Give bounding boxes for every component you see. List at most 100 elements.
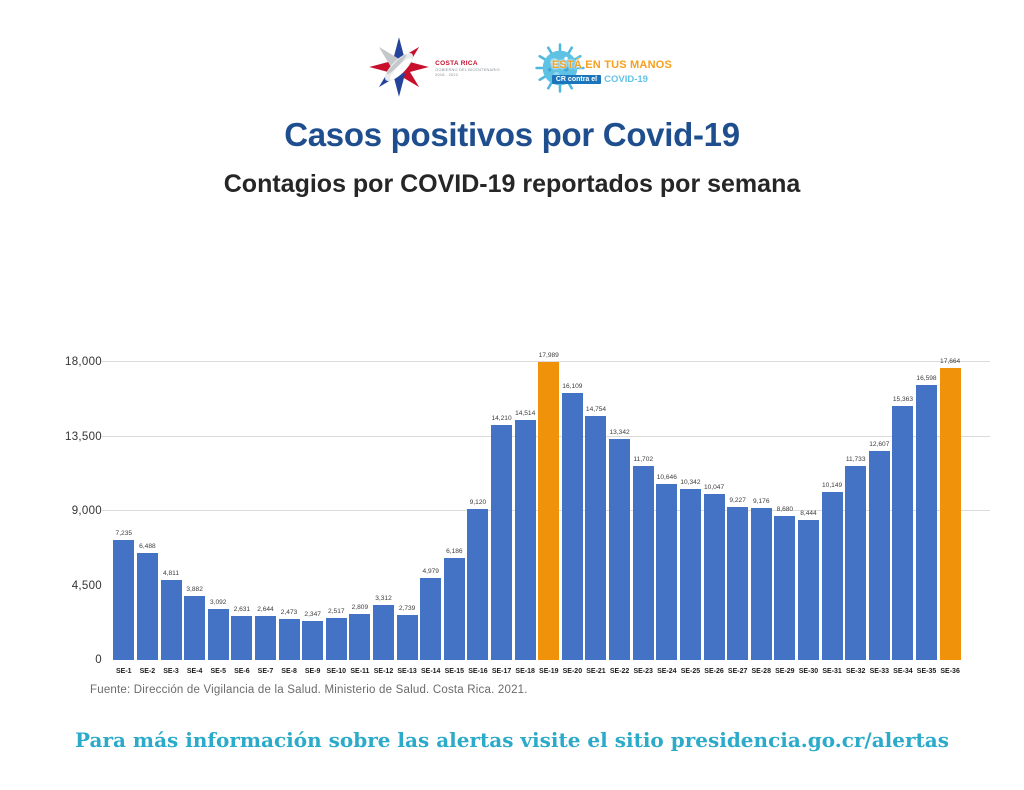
bar [136,552,158,660]
bar [750,508,772,660]
bar-value-label: 16,109 [562,383,583,391]
bar-SE-12: 3,312 SE-12 [372,362,396,675]
gridline [102,361,990,362]
bar [845,465,867,660]
x-axis-label: SE-25 [680,668,701,675]
bar-value-label: 8,444 [800,510,817,518]
manos-logo-covid-text: COVID-19 [604,74,648,85]
plot-area: 7,235 SE-1 6,488 SE-2 4,811 SE-3 3,882 SE-4 3,09… [102,352,990,675]
x-axis-label: SE-14 [420,668,441,675]
x-axis-label: SE-20 [562,668,583,675]
bar [254,616,276,660]
x-axis-label: SE-2 [139,668,156,675]
bar-SE-29: 8,680 SE-29 [773,362,797,675]
bar-value-label: 11,733 [845,455,866,463]
bar-value-label: 3,312 [375,595,392,603]
x-axis-label: SE-8 [281,668,297,675]
bar [113,540,135,660]
y-axis: 18,000 13,500 9,000 4,500 0 [62,356,102,666]
bar [514,419,536,660]
bar [585,415,607,660]
x-axis-label: SE-24 [657,668,677,675]
bar-value-label: 6,488 [139,542,156,550]
bar [325,618,347,660]
bar-value-label: 17,664 [940,357,961,365]
bar-value-label: 2,473 [280,609,298,617]
bar-SE-17: 14,210 SE-17 [490,362,514,675]
bar-value-label: 2,739 [398,604,416,612]
bar-value-label: 10,646 [656,473,677,481]
bar [420,577,442,660]
bicentenario-logo-name: COSTA RICA [435,60,478,68]
x-axis-label: SE-17 [491,668,512,675]
bar-SE-25: 10,342 SE-25 [679,362,703,675]
y-tick-label: 9,000 [71,505,102,517]
page-title: Casos positivos por Covid-19 [284,116,740,153]
bar-value-label: 3,882 [186,585,203,593]
bar [396,614,418,660]
bar-SE-9: 2,347 SE-9 [301,362,325,675]
x-axis-label: SE-4 [186,668,203,675]
bar-SE-15: 6,186 SE-15 [443,362,467,675]
bar-SE-36: 17,664 SE-36 [938,358,962,675]
bar-SE-30: 8,444 SE-30 [797,362,821,675]
bar-SE-4: 3,882 SE-4 [183,362,207,675]
x-axis-label: SE-22 [609,668,630,675]
bar [703,493,725,660]
bar-value-label: 3,092 [209,598,227,606]
bar-SE-35: 16,598 SE-35 [915,362,939,675]
bar-SE-31: 10,149 SE-31 [820,362,844,675]
bar-SE-20: 16,109 SE-20 [561,362,585,675]
bar [632,466,654,660]
costa-rica-bicentenario-logo: COSTA RICA GOBIERNO DEL BICENTENARIO 201… [368,36,500,103]
bar-value-label: 11,702 [633,456,654,464]
x-axis-label: SE-33 [869,668,890,675]
bar [916,385,938,660]
x-axis-label: SE-9 [304,668,321,675]
bar-value-label: 9,120 [469,499,487,507]
y-tick-label: 18,000 [65,356,102,368]
bar [656,483,678,660]
bar [491,424,513,660]
footer-info-link: Para más información sobre las alertas v… [74,728,949,752]
x-axis-label: SE-36 [940,668,960,675]
manos-logo-cr-ribbon: CR contra el [551,75,602,84]
bar-SE-3: 4,811 SE-3 [159,362,183,675]
bar-value-label: 7,235 [115,530,133,538]
header-logos: COSTA RICA GOBIERNO DEL BICENTENARIO 201… [0,32,1024,106]
bar-value-label: 14,514 [515,409,536,417]
bar [207,608,229,660]
bar-value-label: 9,176 [752,498,770,506]
bar-SE-13: 2,739 SE-13 [395,362,419,675]
bar-value-label: 4,979 [422,567,439,575]
bar [231,616,253,660]
bar-value-label: 2,347 [304,611,321,619]
bar-SE-1: 7,235 SE-1 [112,362,136,675]
x-axis-label: SE-26 [704,668,724,675]
bar-value-label: 14,210 [491,414,512,422]
bar-SE-27: 9,227 SE-27 [726,362,750,675]
bar-SE-2: 6,488 SE-2 [136,362,160,675]
y-tick-label: 4,500 [71,579,102,592]
bar [821,491,843,660]
bar-SE-23: 11,702 SE-23 [631,362,655,675]
bar-SE-11: 2,809 SE-11 [348,362,372,675]
bar [302,621,324,660]
bar-SE-26: 10,047 SE-26 [702,362,726,675]
bar [349,613,371,660]
x-axis-label: SE-31 [822,668,842,675]
bar-value-label: 17,989 [538,352,559,360]
bar [774,516,796,660]
bar-SE-10: 2,517 SE-10 [324,362,348,675]
bar-value-label: 12,607 [869,441,890,449]
bar-SE-18: 14,514 SE-18 [513,362,537,675]
bar [467,509,489,660]
x-axis-label: SE-27 [727,668,748,675]
bicentenario-star-icon [368,36,430,103]
x-axis-label: SE-21 [586,668,606,675]
x-axis-label: SE-11 [350,668,370,675]
bar-SE-6: 2,631 SE-6 [230,362,254,675]
bar-SE-16: 9,120 SE-16 [466,362,490,675]
bar-SE-7: 2,644 SE-7 [254,362,278,675]
bar [868,451,890,660]
